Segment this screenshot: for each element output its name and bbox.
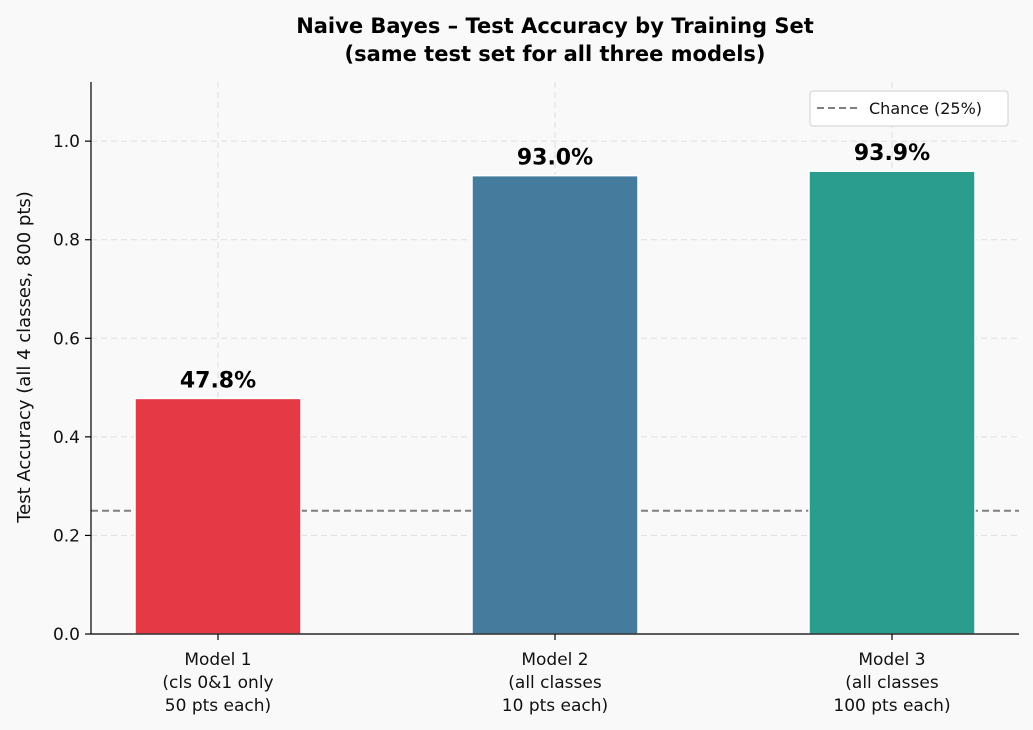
y-tick-label: 0.0 xyxy=(53,625,80,645)
legend-label: Chance (25%) xyxy=(869,99,982,118)
data-label: 93.9% xyxy=(854,141,930,166)
data-label: 93.0% xyxy=(517,146,593,171)
y-tick-label: 0.2 xyxy=(53,526,80,546)
x-tick-label: 100 pts each) xyxy=(833,696,950,716)
x-tick-label: Model 3 xyxy=(858,650,925,670)
x-tick-label: (all classes xyxy=(508,673,602,693)
bar xyxy=(134,397,302,635)
data-labels: 47.8% 93.0% 93.9% xyxy=(180,141,930,393)
y-tick-label: 0.4 xyxy=(53,428,80,448)
y-tick-label: 0.6 xyxy=(53,329,80,349)
axes: 0.0 0.2 0.4 0.6 0.8 1.0 Model 1 (cls 0&1 only 50… xyxy=(53,82,1019,716)
data-label: 47.8% xyxy=(180,368,256,393)
y-axis-label: Test Accuracy (all 4 classes, 800 pts) xyxy=(14,191,35,524)
x-tick-label: 50 pts each) xyxy=(165,696,271,716)
bar xyxy=(471,174,639,635)
x-tick-label: Model 1 xyxy=(184,650,251,670)
y-tick-label: 0.8 xyxy=(53,231,80,251)
x-tick-label: Model 2 xyxy=(521,650,588,670)
x-tick-label: (cls 0&1 only xyxy=(162,673,273,693)
x-tick-label: 10 pts each) xyxy=(502,696,608,716)
bars xyxy=(134,170,976,635)
legend: Chance (25%) xyxy=(809,90,1009,127)
legend-box xyxy=(809,90,1009,127)
bar xyxy=(808,170,976,635)
chart-title-line-1: Naive Bayes – Test Accuracy by Training … xyxy=(296,14,814,38)
chart-title-line-2: (same test set for all three models) xyxy=(344,42,765,66)
x-tick-label: (all classes xyxy=(845,673,939,693)
y-tick-label: 1.0 xyxy=(53,132,80,152)
